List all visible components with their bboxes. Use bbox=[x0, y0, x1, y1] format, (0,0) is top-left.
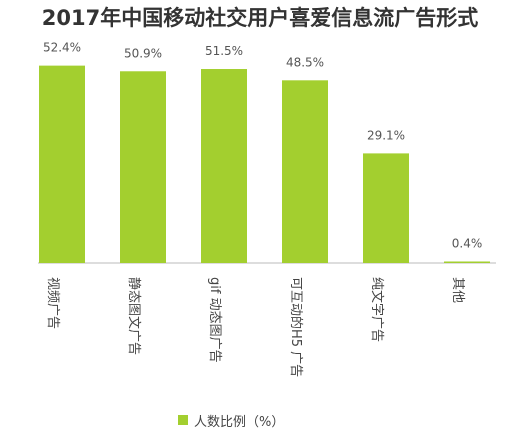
value-label-4: 29.1% bbox=[367, 128, 405, 142]
value-label-3: 48.5% bbox=[286, 55, 324, 69]
value-label-1: 50.9% bbox=[124, 46, 162, 60]
category-label-5: 其他 bbox=[450, 277, 465, 303]
category-label-3: 可互动的H5 广告 bbox=[288, 277, 304, 377]
value-label-5: 0.4% bbox=[452, 236, 483, 250]
bar-2 bbox=[201, 69, 247, 264]
category-label-0: 视频广告 bbox=[45, 277, 60, 329]
bar-4 bbox=[363, 153, 409, 263]
legend-label: 人数比例（%） bbox=[194, 414, 285, 430]
category-labels-group: 视频广告 静态图文广告 gif 动态图广告 可互动的H5 广告 纯文字广告 其他 bbox=[45, 277, 465, 377]
bar-3 bbox=[282, 80, 328, 263]
bar-0 bbox=[39, 65, 85, 263]
bars-group bbox=[39, 65, 490, 264]
value-labels-group: 52.4% 50.9% 51.5% 48.5% 29.1% 0.4% bbox=[43, 41, 482, 251]
category-label-1: 静态图文广告 bbox=[126, 277, 141, 355]
bar-5 bbox=[444, 261, 490, 263]
chart-title: 2017年中国移动社交用户喜爱信息流广告形式 bbox=[41, 6, 479, 30]
legend-swatch bbox=[178, 415, 188, 425]
bar-1 bbox=[120, 71, 166, 263]
category-label-4: 纯文字广告 bbox=[369, 277, 384, 342]
legend: 人数比例（%） bbox=[178, 410, 284, 430]
value-label-2: 51.5% bbox=[205, 44, 243, 58]
category-label-2: gif 动态图广告 bbox=[207, 277, 222, 363]
value-label-0: 52.4% bbox=[43, 41, 81, 55]
